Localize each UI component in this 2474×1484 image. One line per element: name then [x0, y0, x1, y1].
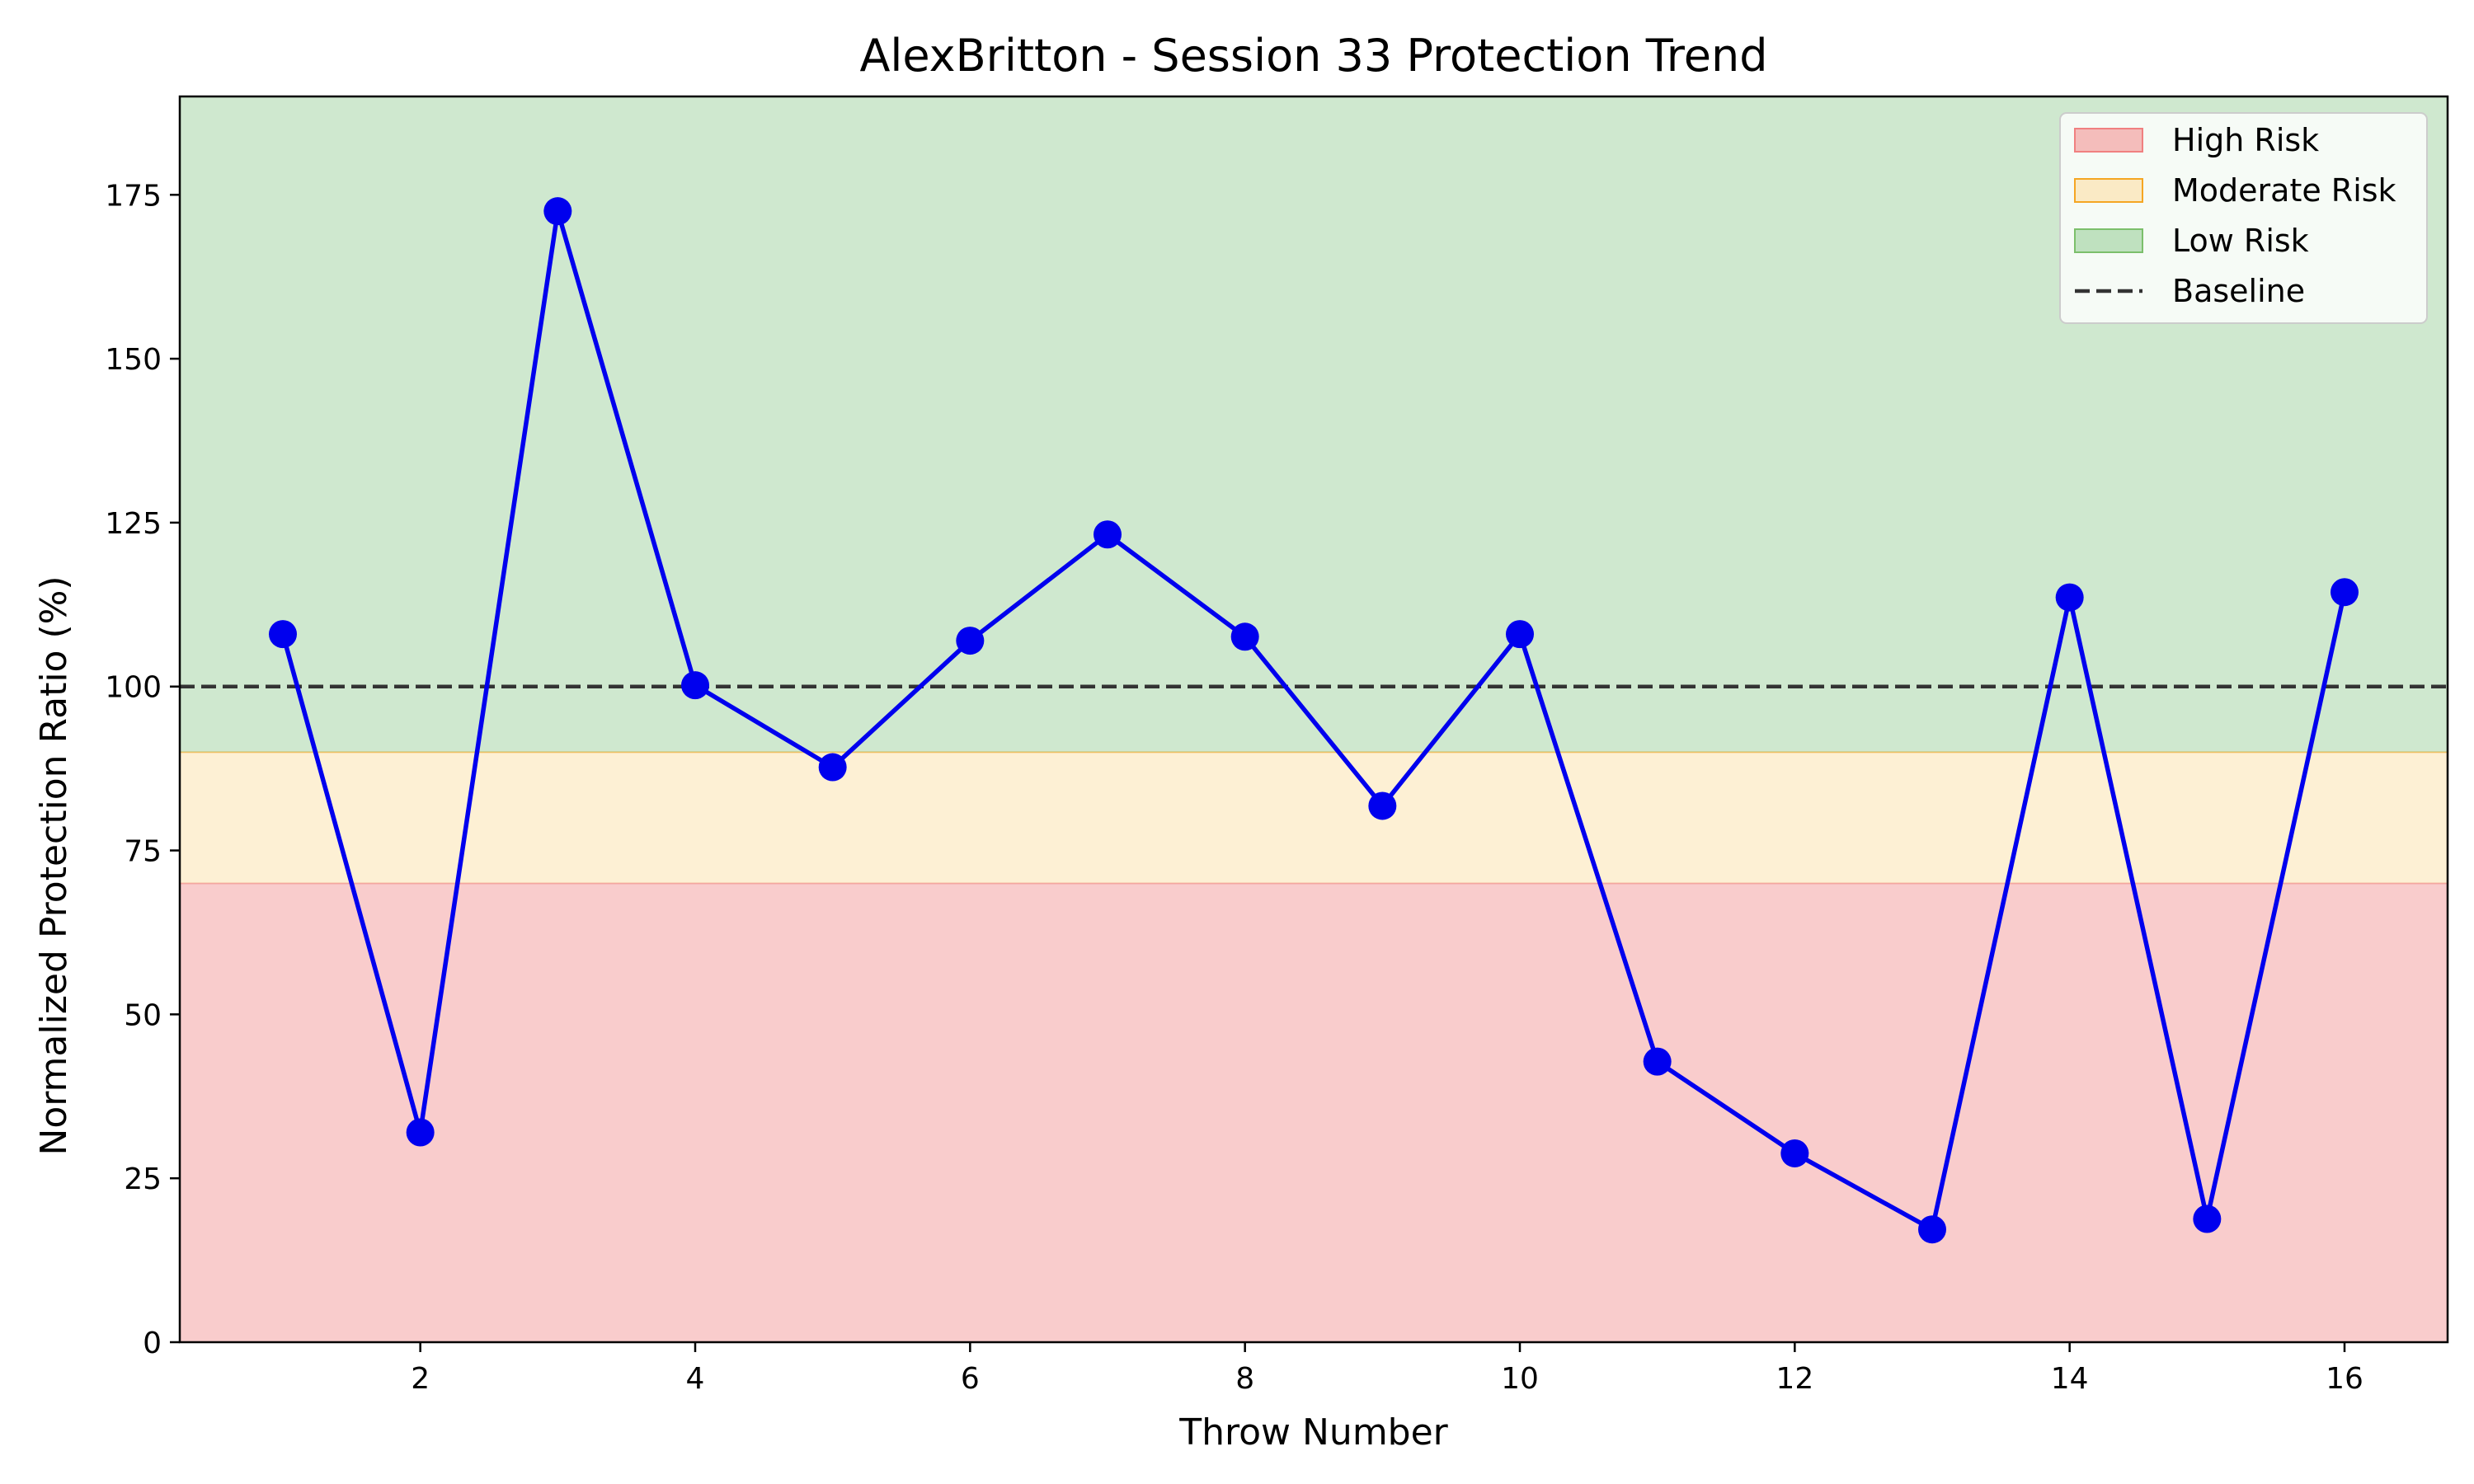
legend-item-moderate-risk: Moderate Risk: [2074, 172, 2396, 209]
data-point-2: [406, 1118, 435, 1147]
y-tick-label: 0: [143, 1327, 162, 1360]
y-tick-label: 125: [105, 507, 162, 541]
x-tick-label: 10: [1501, 1362, 1539, 1396]
x-tick-label: 14: [2051, 1362, 2089, 1396]
x-tick-label: 12: [1776, 1362, 1813, 1396]
chart-title: AlexBritton - Session 33 Protection Tren…: [859, 30, 1767, 82]
x-tick-label: 4: [686, 1362, 705, 1396]
data-point-6: [956, 627, 985, 655]
legend-item-baseline: Baseline: [2075, 273, 2305, 309]
y-tick-label: 175: [105, 179, 162, 213]
data-point-15: [2193, 1205, 2222, 1233]
x-tick-label: 6: [961, 1362, 980, 1396]
data-point-5: [818, 753, 847, 782]
data-point-9: [1368, 791, 1397, 820]
y-tick-label: 25: [124, 1162, 162, 1196]
legend-item-low-risk: Low Risk: [2074, 223, 2309, 259]
zone-moderate-risk: [180, 752, 2448, 884]
data-point-13: [1918, 1215, 1946, 1244]
legend-label: Baseline: [2172, 273, 2305, 309]
data-point-4: [681, 671, 709, 700]
plot-area-frame: [178, 95, 2449, 1344]
data-point-7: [1094, 520, 1122, 549]
legend-label: High Risk: [2172, 122, 2319, 158]
x-tick-label: 8: [1235, 1362, 1254, 1396]
legend: High Risk Moderate Risk Low Risk Baseline: [2059, 112, 2428, 324]
data-point-14: [2055, 583, 2084, 612]
x-tick-label: 16: [2326, 1362, 2363, 1396]
data-point-12: [1780, 1139, 1809, 1167]
x-axis-label: Throw Number: [1178, 1411, 1448, 1453]
legend-box: [2059, 112, 2428, 324]
y-tick-label: 100: [105, 671, 162, 705]
legend-label: Low Risk: [2172, 223, 2309, 259]
legend-swatch: [2074, 228, 2143, 253]
data-point-1: [269, 620, 297, 649]
series-line: [280, 209, 2347, 1232]
zone-high-risk: [180, 883, 2448, 1342]
data-point-8: [1230, 622, 1259, 651]
legend-label: Moderate Risk: [2172, 172, 2396, 209]
series-layer: [269, 197, 2359, 1244]
x-tick-label: 2: [411, 1362, 430, 1396]
data-point-16: [2331, 578, 2359, 607]
legend-swatch: [2074, 178, 2143, 203]
y-tick-label: 75: [124, 835, 162, 869]
y-tick-label: 150: [105, 343, 162, 377]
data-point-3: [543, 197, 572, 226]
legend-item-high-risk: High Risk: [2074, 122, 2319, 158]
y-axis-ticks: 0 25 50 75 100 125 150 175: [105, 179, 180, 1360]
y-tick-label: 50: [124, 998, 162, 1032]
data-point-11: [1643, 1047, 1672, 1076]
y-axis-label: Normalized Protection Ratio (%): [33, 575, 75, 1155]
x-axis-ticks: 2 4 6 8 10 12 14 16: [411, 1342, 2363, 1396]
legend-swatch: [2074, 128, 2143, 153]
data-point-10: [1506, 620, 1534, 649]
